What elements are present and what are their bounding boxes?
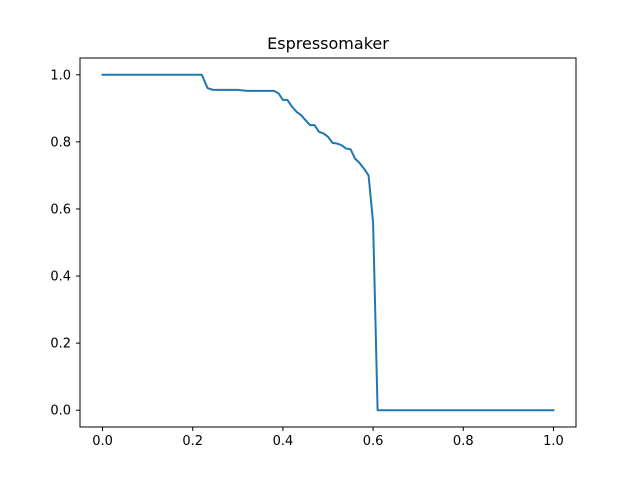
- series-line-0: [101, 73, 555, 412]
- series-layer: [101, 73, 555, 412]
- y-tick-label: 0.8: [50, 135, 71, 150]
- y-axis: 0.0 0.2 0.4 0.6 0.8 1.0: [50, 68, 80, 419]
- x-tick-label: 1.0: [543, 434, 564, 449]
- x-tick-label: 0.6: [363, 434, 384, 449]
- axes-frame: [79, 57, 577, 428]
- x-axis: 0.0 0.2 0.4 0.6 0.8 1.0: [92, 427, 564, 449]
- x-tick-label: 0.4: [273, 434, 294, 449]
- y-tick-label: 0.0: [50, 404, 71, 419]
- x-tick-label: 0.2: [182, 434, 203, 449]
- y-tick-label: 0.4: [50, 270, 71, 285]
- x-tick-label: 0.8: [453, 434, 474, 449]
- y-tick-label: 1.0: [50, 68, 71, 83]
- y-tick-label: 0.2: [50, 337, 71, 352]
- x-tick-label: 0.0: [92, 434, 113, 449]
- y-tick-label: 0.6: [50, 202, 71, 217]
- chart-title: Espressomaker: [267, 34, 389, 53]
